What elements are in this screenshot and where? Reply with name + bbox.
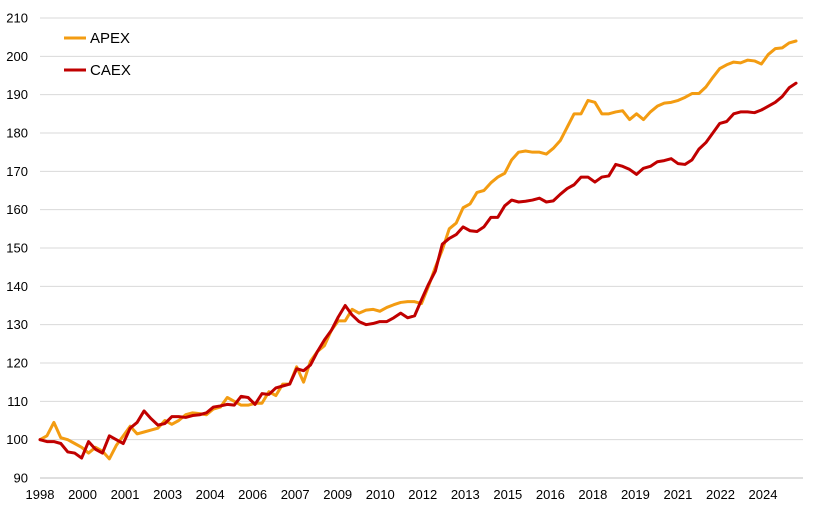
x-tick-label: 2024	[749, 487, 778, 502]
x-tick-label: 2012	[408, 487, 437, 502]
y-tick-label: 160	[6, 202, 28, 217]
y-tick-label: 210	[6, 11, 28, 26]
x-tick-label: 2003	[153, 487, 182, 502]
x-tick-label: 2006	[238, 487, 267, 502]
x-tick-label: 2004	[196, 487, 225, 502]
y-tick-label: 100	[6, 432, 28, 447]
y-tick-label: 190	[6, 87, 28, 102]
y-tick-label: 90	[14, 471, 28, 486]
y-tick-label: 180	[6, 126, 28, 141]
x-tick-label: 2007	[281, 487, 310, 502]
y-tick-label: 150	[6, 241, 28, 256]
series-line-caex	[38, 81, 798, 460]
y-tick-label: 170	[6, 164, 28, 179]
x-tick-label: 2013	[451, 487, 480, 502]
y-tick-label: 110	[7, 394, 28, 409]
legend-label-caex: CAEX	[90, 62, 131, 79]
x-tick-label: 2001	[111, 487, 140, 502]
y-tick-label: 140	[6, 279, 28, 294]
x-tick-label: 2015	[493, 487, 522, 502]
x-tick-label: 2009	[323, 487, 352, 502]
x-tick-label: 2010	[366, 487, 395, 502]
x-tick-label: 2000	[68, 487, 97, 502]
x-tick-label: 2016	[536, 487, 565, 502]
x-tick-label: 2021	[663, 487, 692, 502]
y-tick-label: 200	[6, 49, 28, 64]
x-tick-label: 2019	[621, 487, 650, 502]
legend-label-apex: APEX	[90, 30, 130, 47]
x-tick-label: 1998	[26, 487, 55, 502]
series-lines	[38, 39, 798, 461]
x-tick-label: 2022	[706, 487, 735, 502]
y-tick-labels: 90 100 110 120 130 140 150 160 170 180 190 200 210	[6, 11, 28, 486]
x-tick-label: 2018	[578, 487, 607, 502]
series-line-apex	[38, 39, 798, 461]
y-tick-label: 130	[6, 317, 28, 332]
gridlines	[40, 17, 803, 441]
legend: APEX CAEX	[64, 30, 131, 79]
y-tick-label: 120	[6, 356, 28, 371]
x-tick-labels: 1998 2000 2001 2003 2004 2006 2007 2009 2010 2012…	[26, 487, 778, 502]
